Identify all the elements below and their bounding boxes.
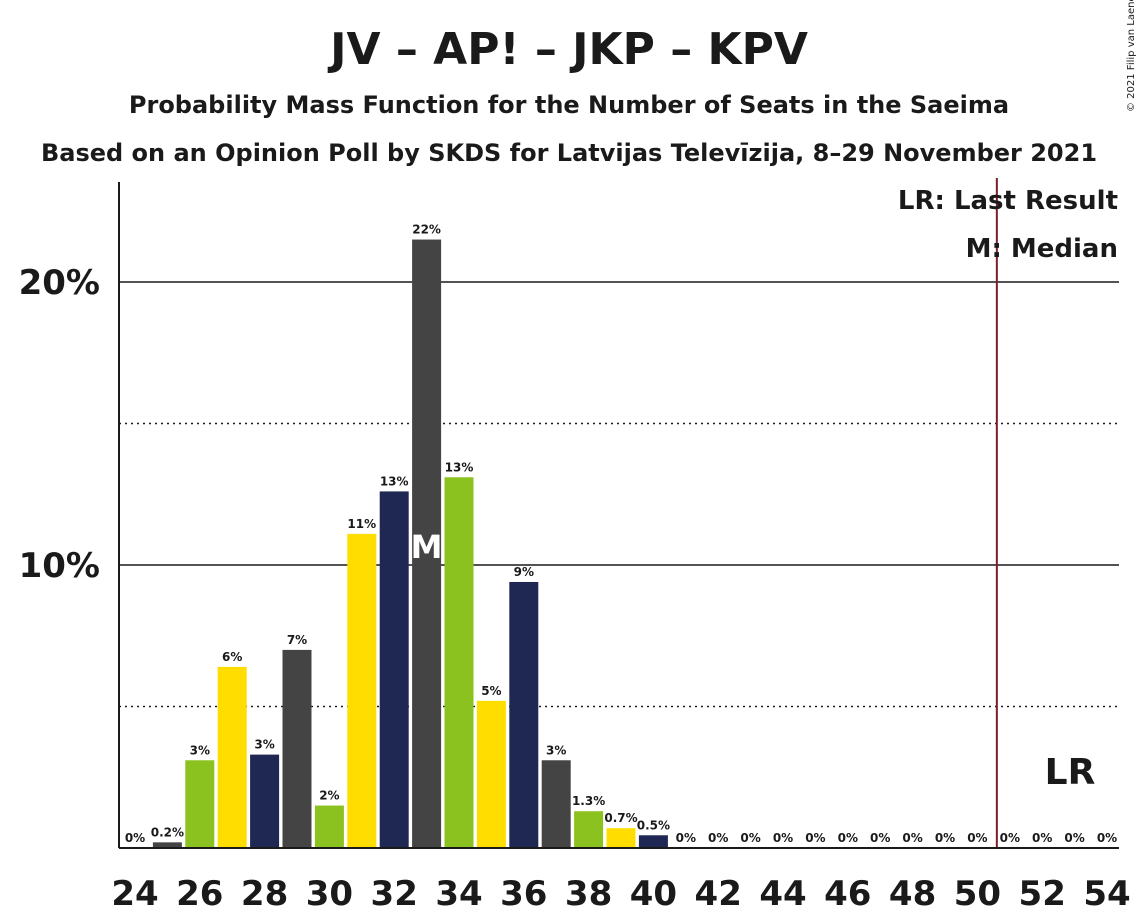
x-tick-label: 54 [1083,874,1130,914]
data-label: 11% [347,517,376,531]
data-labels-group: 0% 0.2% 3% 6% 3% 7% 2% 11% 13% 22% 13% 5% 9% 3% 1.3% 0.… [125,223,1117,845]
data-label: 3% [546,743,566,757]
data-label: 0% [1097,831,1117,845]
data-label: 13% [380,474,409,488]
x-tick-labels-group: 24 26 28 30 32 34 36 38 40 42 44 46 48 50 52 54 [111,874,1130,914]
data-label: 1.3% [572,794,605,808]
x-tick-label: 38 [565,874,612,914]
bar [379,491,409,848]
chart-title: JV – AP! – JKP – KPV [327,24,808,75]
bar [347,533,377,848]
data-label: 0% [805,831,825,845]
grid-lines [119,281,1119,708]
data-label: 0% [838,831,858,845]
data-label: 0% [1064,831,1084,845]
bar [217,666,247,848]
x-tick-label: 48 [889,874,936,914]
data-label: 0% [902,831,922,845]
bar [185,760,215,848]
bar [638,835,668,848]
data-label: 0% [676,831,696,845]
x-tick-label: 44 [759,874,806,914]
bar [250,754,280,848]
data-label: 22% [412,223,441,237]
data-label: 3% [190,743,210,757]
x-tick-label: 28 [241,874,288,914]
bar [606,828,636,848]
data-label: 3% [254,738,274,752]
x-tick-label: 40 [630,874,677,914]
legend-last-result: LR: Last Result [898,186,1118,216]
x-tick-label: 30 [306,874,353,914]
bars-group [152,239,668,849]
data-label: 0% [1000,831,1020,845]
x-tick-label: 32 [371,874,418,914]
bar [314,805,344,848]
legend-median: M: Median [966,234,1118,264]
data-label: 0% [967,831,987,845]
data-label: 0.7% [604,811,637,825]
data-label: 0% [773,831,793,845]
chart-subtitle-2: Based on an Opinion Poll by SKDS for Lat… [41,139,1097,167]
data-label: 6% [222,650,242,664]
data-label: 0% [125,831,145,845]
x-tick-label: 42 [695,874,742,914]
bar [444,477,474,848]
x-tick-label: 24 [111,874,158,914]
x-tick-label: 50 [954,874,1001,914]
data-label: 0% [1032,831,1052,845]
bar [412,239,442,849]
data-label: 5% [481,684,501,698]
data-label: 0% [870,831,890,845]
y-tick-labels-group: 10% 20% [19,263,100,586]
x-tick-label: 34 [435,874,482,914]
data-label: 7% [287,633,307,647]
data-label: 2% [319,789,339,803]
median-marker: M [411,528,443,566]
data-label: 0% [935,831,955,845]
bar [282,649,312,848]
copyright-text: © 2021 Filip van Laenen [1126,0,1137,112]
bar [152,842,182,848]
x-tick-label: 46 [824,874,871,914]
bar [509,581,539,848]
axes-group [118,178,1119,849]
y-tick-label: 20% [19,263,100,303]
data-label: 13% [445,460,474,474]
data-label: 0% [740,831,760,845]
last-result-marker-label: LR [1045,752,1096,793]
x-tick-label: 26 [176,874,223,914]
data-label: 9% [514,565,534,579]
x-tick-label: 36 [500,874,547,914]
data-label: 0% [708,831,728,845]
bar [476,700,506,848]
chart-subtitle-1: Probability Mass Function for the Number… [129,91,1009,119]
bar [574,811,604,848]
y-tick-label: 10% [19,546,100,586]
data-label: 0.2% [151,825,184,839]
data-label: 0.5% [637,818,670,832]
x-tick-label: 52 [1019,874,1066,914]
bar [541,760,571,848]
